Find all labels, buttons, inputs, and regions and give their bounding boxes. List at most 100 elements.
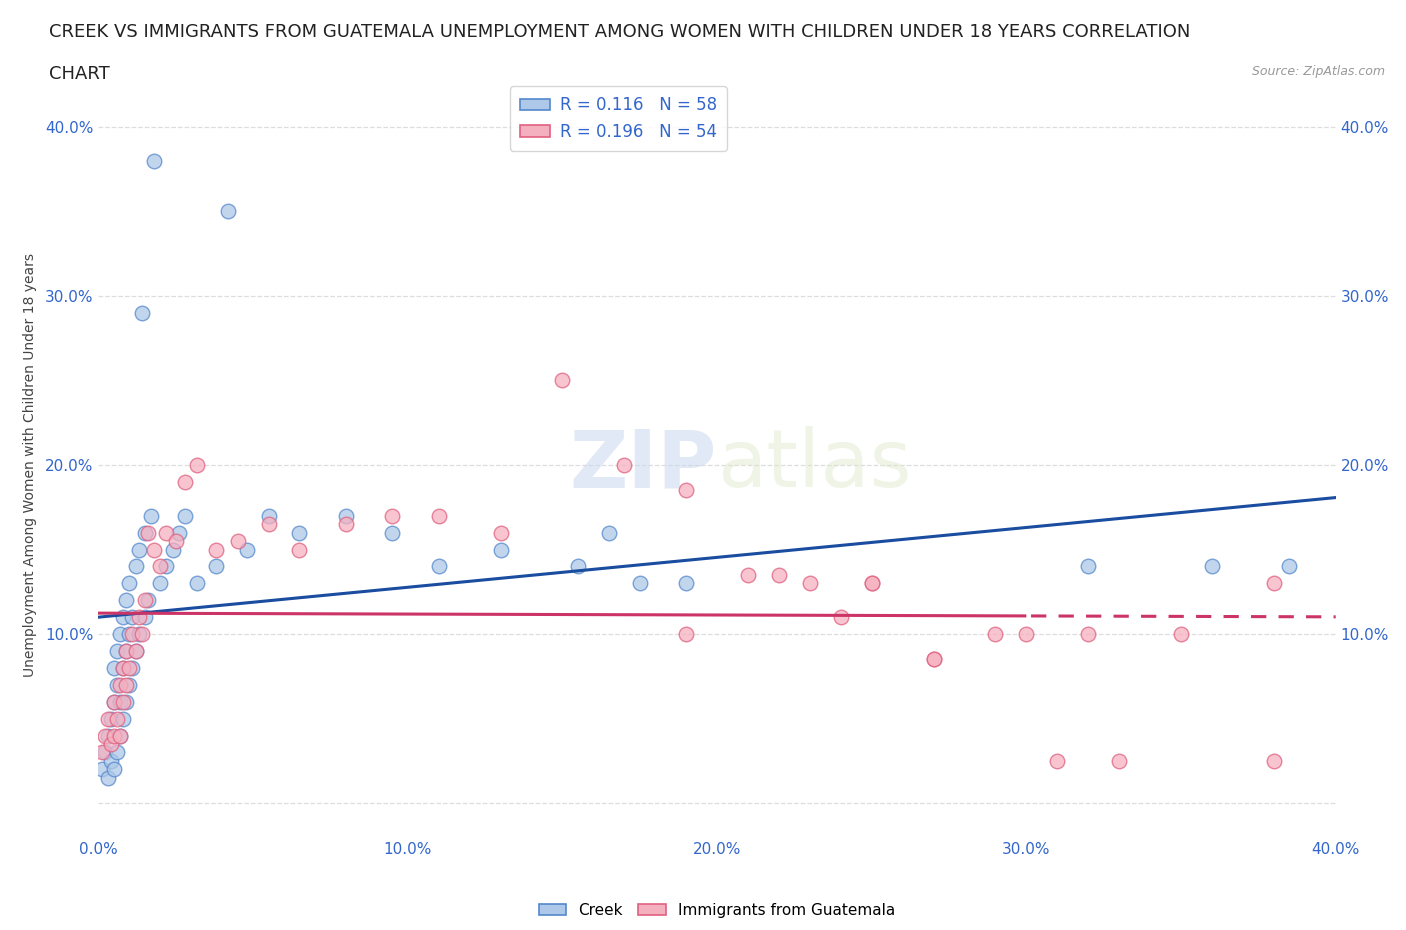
Point xyxy=(205,542,228,557)
Point xyxy=(598,525,620,540)
Point xyxy=(108,695,131,710)
Point xyxy=(217,204,239,219)
Text: ZIP: ZIP xyxy=(569,426,717,504)
Point xyxy=(1278,559,1301,574)
Text: CREEK VS IMMIGRANTS FROM GUATEMALA UNEMPLOYMENT AMONG WOMEN WITH CHILDREN UNDER : CREEK VS IMMIGRANTS FROM GUATEMALA UNEMP… xyxy=(49,23,1191,41)
Point xyxy=(167,525,190,540)
Point xyxy=(1077,627,1099,642)
Legend: Creek, Immigrants from Guatemala: Creek, Immigrants from Guatemala xyxy=(533,897,901,923)
Point xyxy=(737,567,759,582)
Point xyxy=(108,627,131,642)
Point xyxy=(115,644,138,658)
Point xyxy=(112,660,135,675)
Point xyxy=(124,559,146,574)
Text: CHART: CHART xyxy=(49,65,110,83)
Point xyxy=(1077,559,1099,574)
Point xyxy=(675,627,697,642)
Point xyxy=(112,610,135,625)
Point xyxy=(149,576,172,591)
Point xyxy=(984,627,1007,642)
Point xyxy=(121,627,143,642)
Point xyxy=(103,695,125,710)
Point xyxy=(799,576,821,591)
Point xyxy=(112,711,135,726)
Point xyxy=(143,542,166,557)
Point xyxy=(1108,753,1130,768)
Point xyxy=(1046,753,1069,768)
Point xyxy=(205,559,228,574)
Point xyxy=(124,644,146,658)
Point xyxy=(115,695,138,710)
Point xyxy=(139,509,162,524)
Point xyxy=(381,509,404,524)
Point xyxy=(335,517,357,532)
Point xyxy=(162,542,184,557)
Point xyxy=(613,458,636,472)
Point xyxy=(922,652,945,667)
Point xyxy=(131,627,153,642)
Text: atlas: atlas xyxy=(717,426,911,504)
Point xyxy=(128,627,150,642)
Point xyxy=(105,745,128,760)
Point xyxy=(105,644,128,658)
Point xyxy=(100,753,122,768)
Point xyxy=(1170,627,1192,642)
Point xyxy=(186,458,208,472)
Point xyxy=(103,695,125,710)
Point xyxy=(115,592,138,607)
Point xyxy=(121,660,143,675)
Point xyxy=(155,559,177,574)
Point xyxy=(134,525,156,540)
Point xyxy=(489,525,512,540)
Point xyxy=(288,542,311,557)
Point xyxy=(108,677,131,692)
Point xyxy=(97,711,120,726)
Point xyxy=(860,576,883,591)
Point xyxy=(90,745,112,760)
Point xyxy=(128,542,150,557)
Point xyxy=(830,610,852,625)
Point xyxy=(155,525,177,540)
Point xyxy=(226,534,249,549)
Point xyxy=(143,153,166,168)
Point xyxy=(105,711,128,726)
Point xyxy=(567,559,589,574)
Point xyxy=(103,762,125,777)
Point xyxy=(257,517,280,532)
Point xyxy=(128,610,150,625)
Point xyxy=(93,728,115,743)
Point xyxy=(288,525,311,540)
Point xyxy=(100,737,122,751)
Point xyxy=(675,576,697,591)
Point xyxy=(105,677,128,692)
Point xyxy=(1015,627,1038,642)
Point xyxy=(675,483,697,498)
Point xyxy=(427,559,450,574)
Point xyxy=(108,728,131,743)
Point xyxy=(427,509,450,524)
Point xyxy=(112,695,135,710)
Point xyxy=(136,525,159,540)
Y-axis label: Unemployment Among Women with Children Under 18 years: Unemployment Among Women with Children U… xyxy=(22,253,37,677)
Point xyxy=(118,660,141,675)
Point xyxy=(134,610,156,625)
Point xyxy=(124,644,146,658)
Point xyxy=(165,534,187,549)
Point xyxy=(100,711,122,726)
Point xyxy=(1263,753,1285,768)
Point xyxy=(1263,576,1285,591)
Point xyxy=(174,509,197,524)
Point xyxy=(115,644,138,658)
Point xyxy=(118,627,141,642)
Point xyxy=(1201,559,1223,574)
Point xyxy=(551,373,574,388)
Point xyxy=(90,762,112,777)
Point xyxy=(149,559,172,574)
Point xyxy=(97,728,120,743)
Point xyxy=(134,592,156,607)
Point xyxy=(103,728,125,743)
Point xyxy=(93,745,115,760)
Point xyxy=(335,509,357,524)
Point xyxy=(236,542,259,557)
Point xyxy=(121,610,143,625)
